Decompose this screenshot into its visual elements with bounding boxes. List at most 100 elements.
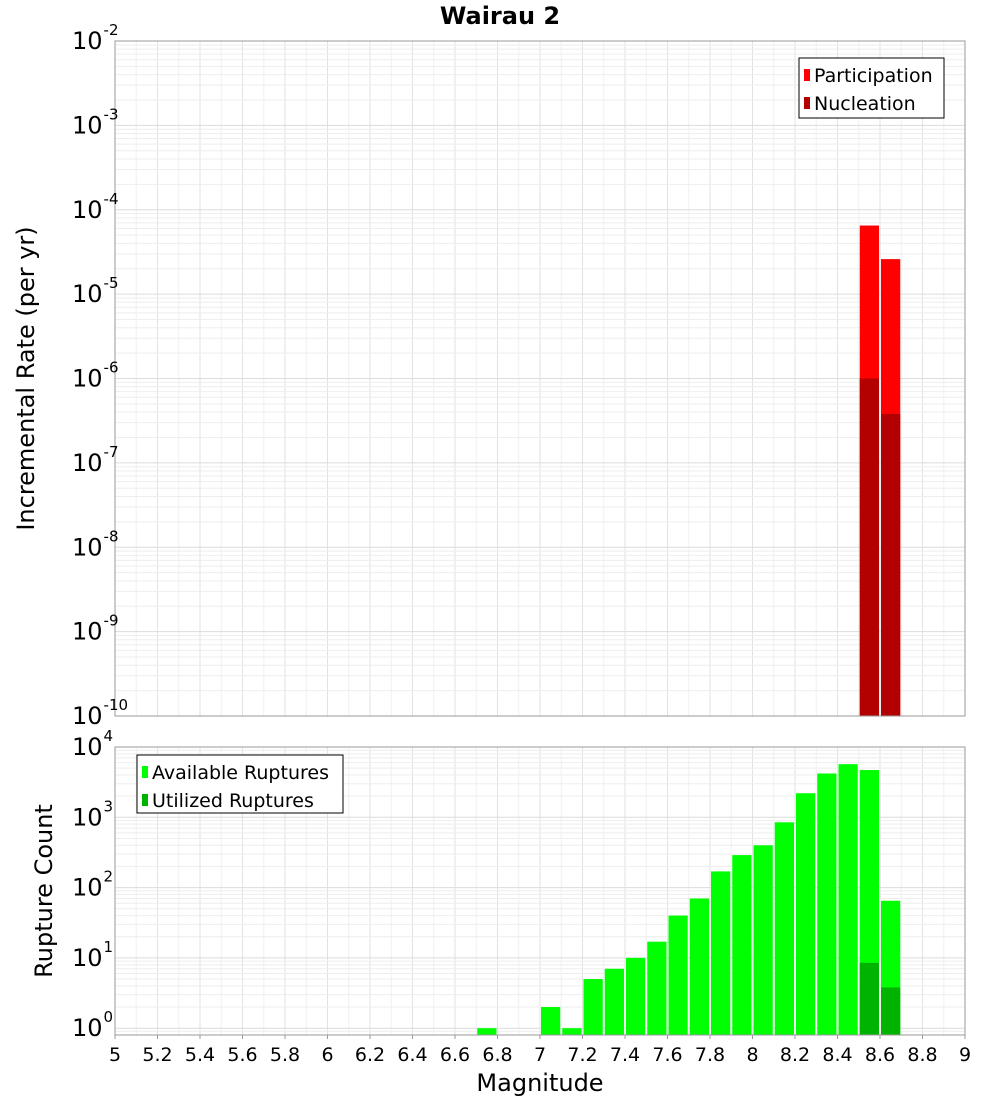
bottom-legend-swatch [142,794,148,806]
bottom-bars [477,764,901,1035]
top-y-tick-label: 10 -5 [72,274,119,308]
x-tick-label: 7.4 [610,1044,640,1066]
bottom-y-tick-exp: 3 [104,797,114,815]
x-tick-label: 5 [109,1044,121,1066]
bottom-legend-label: Available Ruptures [152,762,329,784]
top-y-tick-base: 10 [72,365,103,393]
bottom-y-tick-label: 10 4 [72,727,113,761]
top-y-tick-label: 10 -6 [72,359,119,393]
x-tick-label: 7.2 [567,1044,597,1066]
x-tick-label: 8.2 [780,1044,810,1066]
top-y-tick-label: 10 -10 [72,696,128,730]
bottom-bar-utilized-ruptures [859,962,879,1035]
bottom-bar-available-ruptures [774,822,794,1035]
bottom-bar-available-ruptures [604,968,624,1035]
x-tick-label: 8.4 [822,1044,852,1066]
bottom-bar-available-ruptures [562,1028,582,1035]
bottom-bar-available-ruptures [732,855,752,1035]
bottom-y-tick-base: 10 [72,944,103,972]
top-legend: Participation Nucleation [798,57,945,119]
bottom-y-axis-label: Rupture Count [30,804,58,978]
bottom-grid [115,747,965,1035]
bottom-legend-box [136,754,344,814]
bottom-y-tick-exp: 4 [104,727,114,745]
top-panel: 10-210-310-410-510-610-710-810-910-10 In… [12,21,966,730]
x-tick-label: 5.6 [227,1044,257,1066]
bottom-y-tick-base: 10 [72,874,103,902]
top-y-tick-exp: -5 [104,274,119,292]
top-y-tick-exp: -8 [104,527,119,545]
top-y-tick-exp: -4 [104,190,119,208]
x-tick-label: 5.8 [270,1044,300,1066]
bottom-legend-swatch [142,766,148,778]
bottom-y-tick-base: 10 [72,803,103,831]
bottom-y-tick-label: 10 1 [72,938,113,972]
bottom-y-tick-exp: 2 [104,868,114,886]
bottom-bar-available-ruptures [647,941,667,1035]
x-tick-label: 8.8 [907,1044,937,1066]
x-ticks: 5 5.2 5.4 5.6 5.8 6 6.2 6.4 6.6 6.8 7 7.2 7.4 7.6 7.8 8… [109,1035,971,1066]
bottom-bar-available-ruptures [626,957,646,1035]
top-y-tick-exp: -3 [104,105,119,123]
bottom-bar-available-ruptures [753,845,773,1035]
bottom-legend: Available Ruptures Utilized Ruptures [136,754,344,814]
bottom-bar-available-ruptures [541,1007,561,1035]
bottom-bar-available-ruptures [477,1028,497,1035]
x-tick-label: 8.6 [865,1044,895,1066]
top-legend-swatch [804,69,810,81]
top-y-tick-base: 10 [72,280,103,308]
bottom-bar-utilized-ruptures [881,987,901,1035]
bottom-legend-label: Utilized Ruptures [152,790,314,812]
top-y-tick-label: 10 -4 [72,190,119,224]
bottom-bar-available-ruptures [711,871,731,1035]
bottom-y-tick-base: 10 [72,1014,103,1042]
bottom-y-tick-label: 10 2 [72,868,113,902]
top-y-tick-label: 10 -3 [72,105,119,139]
top-y-tick-base: 10 [72,27,103,55]
x-tick-label: 7.6 [652,1044,682,1066]
bottom-y-tick-exp: 0 [104,1008,114,1026]
top-y-tick-exp: -9 [104,612,119,630]
x-tick-label: 6.2 [355,1044,385,1066]
top-y-tick-base: 10 [72,449,103,477]
top-legend-box [798,57,945,119]
x-tick-label: 9 [959,1044,971,1066]
top-y-tick-label: 10 -7 [72,443,119,477]
top-y-tick-exp: -6 [104,359,119,377]
chart-title: Wairau 2 [440,2,560,30]
top-legend-label: Participation [814,65,933,87]
x-axis-label: Magnitude [476,1069,603,1097]
bottom-y-tick-base: 10 [72,733,103,761]
top-y-tick-base: 10 [72,702,103,730]
x-tick-label: 6.6 [440,1044,470,1066]
top-grid [115,41,965,716]
bottom-y-tick-label: 10 3 [72,797,113,831]
top-y-tick-base: 10 [72,111,103,139]
x-tick-label: 5.4 [185,1044,215,1066]
top-y-tick-exp: -2 [104,21,119,39]
bottom-bar-available-ruptures [796,793,816,1035]
x-tick-label: 7 [534,1044,546,1066]
top-y-axis-label: Incremental Rate (per yr) [12,226,40,530]
bottom-bar-available-ruptures [583,979,603,1035]
top-plot-frame [114,40,966,717]
top-y-tick-base: 10 [72,196,103,224]
top-y-tick-exp: -10 [104,696,129,714]
top-y-ticks: 10-210-310-410-510-610-710-810-910-10 [72,21,128,730]
top-y-tick-base: 10 [72,533,103,561]
x-tick-label: 6 [321,1044,333,1066]
top-y-tick-label: 10 -8 [72,527,119,561]
x-tick-label: 6.4 [397,1044,427,1066]
top-y-tick-exp: -7 [104,443,119,461]
bottom-bar-available-ruptures [689,898,709,1035]
top-bar-nucleation [859,378,879,716]
top-legend-label: Nucleation [814,93,916,115]
bottom-bar-available-ruptures [668,915,688,1035]
bottom-bar-available-ruptures [838,764,858,1035]
x-tick-label: 6.8 [482,1044,512,1066]
top-bars [859,225,901,716]
bottom-y-tick-label: 10 0 [72,1008,113,1042]
